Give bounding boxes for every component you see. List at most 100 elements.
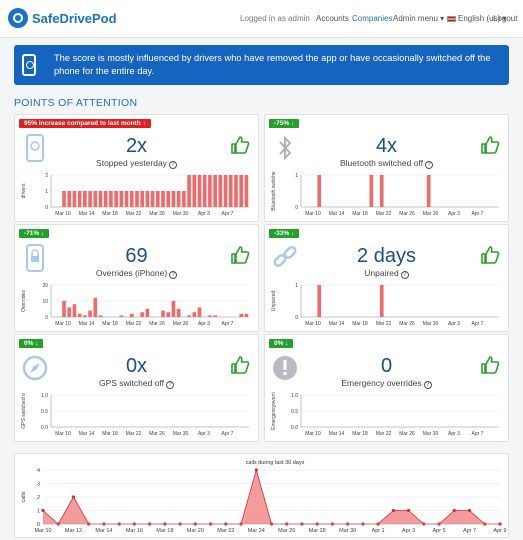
bar: [161, 191, 165, 207]
x-tick-label: Mar 22: [217, 528, 234, 534]
x-tick-label: Mar 14: [79, 321, 95, 327]
x-tick-label: Mar 26: [278, 528, 295, 534]
y-tick-label: 1: [45, 189, 48, 195]
calls-chart-card: calls during last 30 days calls 0 1 2 3 4 Mar 1…: [14, 453, 509, 538]
data-point: [467, 508, 472, 513]
help-icon[interactable]: ?: [169, 271, 178, 279]
nav-logout[interactable]: Logout: [493, 14, 518, 23]
y-tick-label: 2: [37, 495, 40, 501]
y-tick-label: 0.5: [291, 409, 298, 415]
thumbs-up-icon: [230, 245, 250, 265]
x-tick-label: Mar 12: [65, 528, 82, 534]
metric-label: Unpaired?: [265, 268, 508, 279]
bar: [93, 297, 98, 317]
metric-label-text: Stopped yesterday: [96, 158, 167, 168]
top-navbar: SafeDrivePod Logged in as admin Accounts…: [0, 0, 523, 38]
data-point: [391, 508, 395, 513]
metric-card: 0% ↓ 0 Emergency overrides? Emergencyoverri…: [264, 334, 509, 442]
x-tick-label: Mar 22: [376, 211, 392, 217]
calls-chart: calls during last 30 days calls 0 1 2 3 4 Mar 1…: [21, 460, 507, 534]
y-tick-label: 0: [45, 205, 48, 211]
bar: [208, 175, 212, 207]
bar: [166, 191, 171, 207]
help-icon[interactable]: ?: [400, 271, 409, 279]
metric-value: 4x: [375, 135, 398, 157]
bar: [140, 191, 145, 207]
bar: [176, 309, 181, 317]
bar: [171, 301, 176, 317]
nav-language[interactable]: English (us) ▾: [447, 14, 506, 23]
help-icon[interactable]: ?: [423, 381, 432, 389]
bar: [192, 175, 197, 207]
bar: [182, 191, 186, 207]
x-tick-label: Mar 26: [399, 321, 415, 327]
bar: [379, 175, 384, 207]
x-tick-label: Mar 10: [55, 321, 71, 327]
bar: [88, 310, 92, 317]
change-badge: -71% ↓: [19, 229, 50, 238]
metric-card: -33% ↓ 2 days Unpaired? Unpaired 0 1 Mar 10 Mar…: [264, 224, 509, 332]
change-badge: 95% increase compared to last month ↑: [19, 119, 151, 128]
bar: [67, 191, 72, 207]
change-badge: -33% ↓: [269, 229, 300, 238]
thumbs-up-icon: [480, 355, 500, 375]
metric-label-text: GPS switched off: [98, 378, 165, 388]
metric-card: -75% ↓ 4x Bluetooth switched off? Bluetooth…: [264, 114, 509, 222]
x-tick-label: Mar 26: [149, 431, 165, 437]
bar: [187, 315, 191, 317]
x-tick-label: Mar 10: [305, 211, 321, 217]
mini-chart: Emergencyoverri 0.0 0.5 1.0 Mar 10 Mar 14 Mar …: [271, 392, 499, 437]
x-tick-label: Mar 22: [126, 321, 142, 327]
x-tick-label: Mar 22: [376, 321, 392, 327]
bar: [192, 312, 197, 317]
y-tick-label: 0.0: [41, 425, 48, 431]
metric-label-text: Bluetooth switched off: [339, 158, 423, 168]
bar: [228, 175, 233, 207]
metric-label-text: Unpaired: [364, 268, 399, 278]
x-tick-label: Mar 14: [79, 431, 95, 437]
bar: [129, 191, 134, 207]
metric-label: Overrides (iPhone)?: [15, 268, 258, 279]
nav-admin-menu[interactable]: Admin menu ▾: [393, 14, 445, 23]
logged-in-text: Logged in as admin: [240, 14, 310, 23]
x-tick-label: Mar 26: [149, 211, 165, 217]
y-tick-label: 1: [295, 283, 298, 289]
bar: [213, 315, 217, 317]
y-tick-label: 0: [295, 315, 298, 321]
x-tick-label: Apr 1: [372, 528, 385, 534]
data-point: [407, 508, 411, 513]
metric-card: -71% ↓ 69 Overrides (iPhone)? Overrides 0 10 2…: [14, 224, 259, 332]
x-tick-label: Mar 26: [399, 211, 415, 217]
x-tick-label: Mar 14: [329, 321, 345, 327]
nav-companies[interactable]: Companies: [352, 14, 393, 23]
metric-label: GPS switched off?: [15, 378, 258, 389]
bar: [62, 191, 66, 207]
help-icon[interactable]: ?: [425, 161, 433, 169]
bar: [187, 175, 191, 207]
x-tick-label: Mar 16: [126, 528, 143, 534]
y-tick-label: 1.0: [291, 393, 298, 399]
compass-icon: [21, 353, 49, 383]
y-axis-label: Bluetooth switche: [271, 171, 277, 210]
bar: [213, 175, 217, 207]
bar: [150, 191, 155, 207]
brand-logo[interactable]: SafeDrivePod: [8, 8, 117, 28]
info-alert: The score is mostly influenced by driver…: [14, 45, 509, 85]
x-tick-label: Mar 10: [55, 211, 71, 217]
y-axis-label: Overrides: [21, 290, 27, 312]
change-badge: 0% ↓: [19, 339, 44, 348]
help-icon[interactable]: ?: [168, 161, 177, 169]
bar: [98, 315, 103, 317]
bar: [145, 191, 150, 207]
bar: [77, 313, 82, 317]
x-tick-label: Apr 3: [402, 528, 415, 534]
bar: [103, 191, 108, 207]
x-tick-label: Mar 30: [339, 528, 356, 534]
nav-accounts[interactable]: Accounts: [316, 14, 349, 23]
bar: [218, 175, 223, 207]
x-tick-label: Mar 10: [55, 431, 71, 437]
y-axis-label: Unpaired: [271, 291, 277, 312]
language-label: English (us) ▾: [458, 14, 507, 23]
help-icon[interactable]: ?: [166, 381, 175, 389]
x-tick-label: Mar 10: [34, 528, 51, 534]
